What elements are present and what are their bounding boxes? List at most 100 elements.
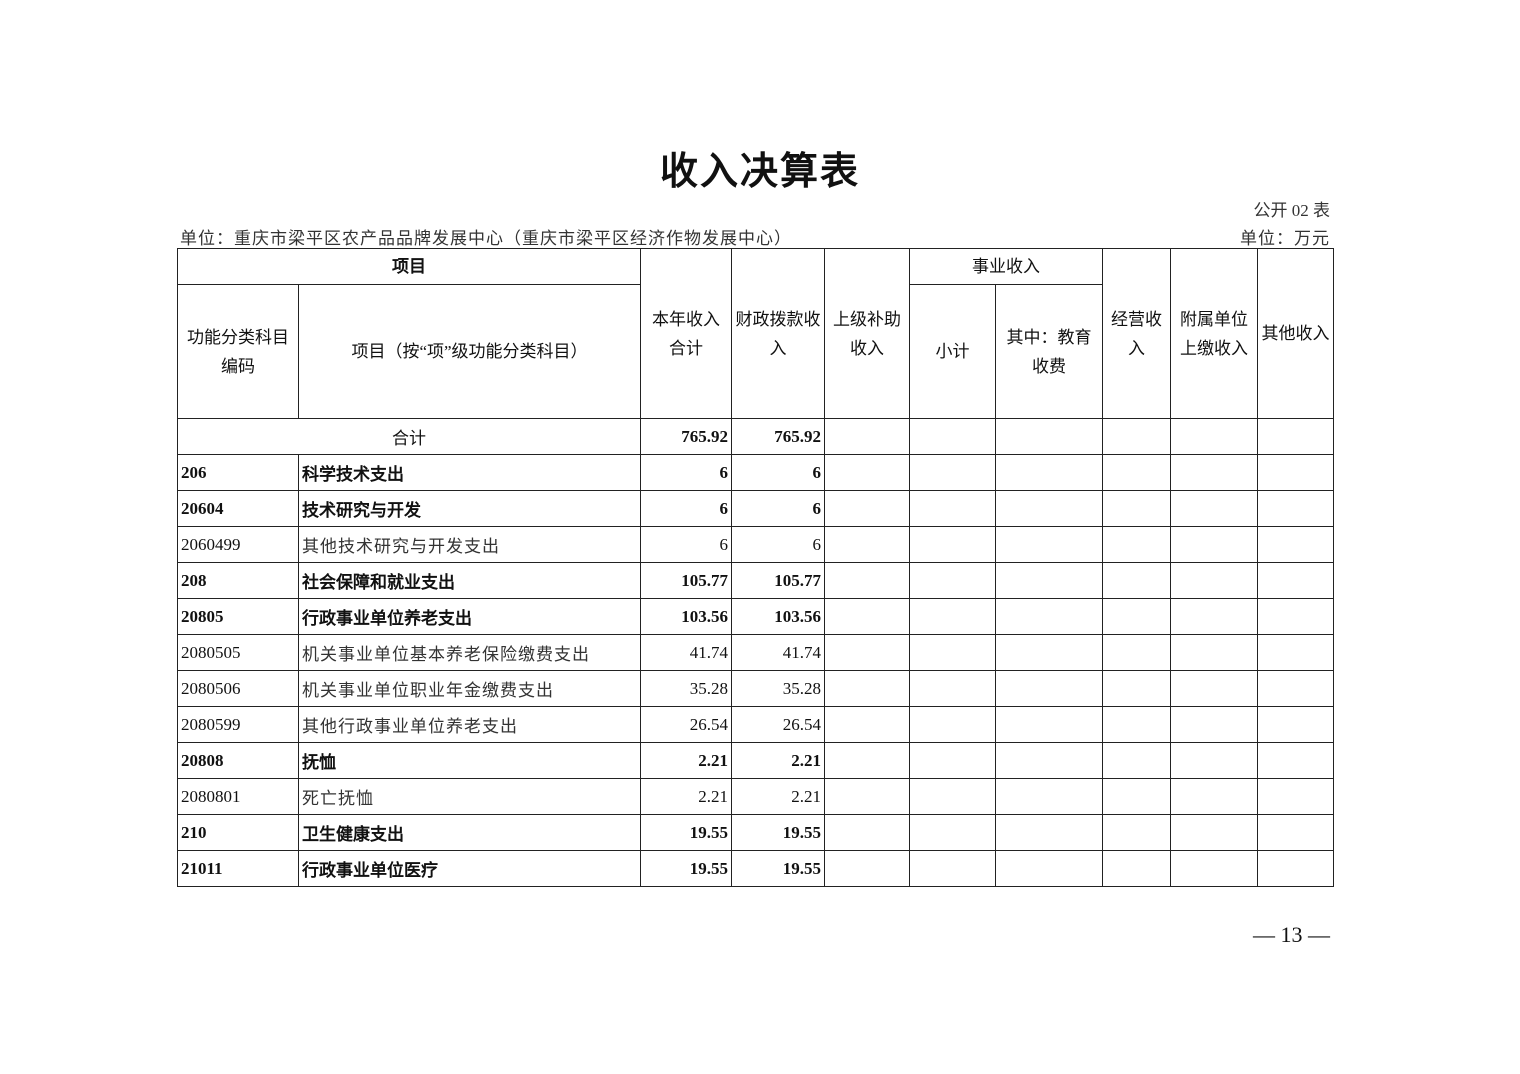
- cell-fiscal: 2.21: [731, 778, 825, 815]
- cell-empty: [824, 526, 910, 563]
- cell-total: 6: [640, 490, 732, 527]
- cell-total: 6: [640, 526, 732, 563]
- cell-empty: [909, 670, 996, 707]
- cell-empty: [824, 706, 910, 743]
- cell-empty: [1102, 454, 1171, 491]
- table-row: 210 卫生健康支出 19.55 19.55: [177, 814, 1334, 851]
- cell-fiscal: 6: [731, 454, 825, 491]
- cell-empty: [995, 526, 1103, 563]
- cell-empty: [1170, 562, 1258, 599]
- cell-empty: [995, 598, 1103, 635]
- cell-empty: [824, 850, 910, 887]
- table-row: 20604 技术研究与开发 6 6: [177, 490, 1334, 527]
- cell-empty: [1257, 814, 1334, 851]
- cell-code: 2080506: [177, 670, 299, 707]
- cell-name: 死亡抚恤: [298, 778, 641, 815]
- cell-code: 2080599: [177, 706, 299, 743]
- cell-empty: [995, 778, 1103, 815]
- cell-empty: [824, 562, 910, 599]
- cell-empty: [909, 490, 996, 527]
- document-title: 收入决算表: [659, 151, 860, 193]
- total-income: 765.92: [640, 418, 732, 455]
- cell-fiscal: 6: [731, 490, 825, 527]
- cell-total: 2.21: [640, 742, 732, 779]
- cell-total: 35.28: [640, 670, 732, 707]
- cell-empty: [995, 742, 1103, 779]
- cell-fiscal: 105.77: [731, 562, 825, 599]
- form-number: 公开 02 表: [1253, 201, 1331, 220]
- cell-empty: [909, 562, 996, 599]
- cell-fiscal: 35.28: [731, 670, 825, 707]
- cell-empty: [1257, 670, 1334, 707]
- cell-empty: [1257, 706, 1334, 743]
- cell-empty: [1170, 670, 1258, 707]
- cell-name: 行政事业单位养老支出: [298, 598, 641, 635]
- total-row: 合计 765.92 765.92: [177, 418, 1334, 455]
- cell-empty: [995, 634, 1103, 671]
- cell-code: 206: [177, 454, 299, 491]
- cell-empty: [824, 598, 910, 635]
- cell-empty: [909, 814, 996, 851]
- header-education: 其中：教育收费: [995, 284, 1103, 419]
- cell-total: 26.54: [640, 706, 732, 743]
- cell-name: 机关事业单位基本养老保险缴费支出: [298, 634, 641, 671]
- cell-empty: [995, 706, 1103, 743]
- cell-empty: [1170, 526, 1258, 563]
- cell-fiscal: 6: [731, 526, 825, 563]
- cell-empty: [824, 742, 910, 779]
- cell-empty: [1257, 562, 1334, 599]
- total-fiscal: 765.92: [731, 418, 825, 455]
- header-total: 本年收入合计: [640, 248, 732, 419]
- cell-total: 41.74: [640, 634, 732, 671]
- cell-empty: [1170, 598, 1258, 635]
- cell-total: 2.21: [640, 778, 732, 815]
- cell-empty: [1170, 490, 1258, 527]
- cell-fiscal: 2.21: [731, 742, 825, 779]
- cell-empty: [909, 778, 996, 815]
- cell-name: 卫生健康支出: [298, 814, 641, 851]
- cell-empty: [1170, 742, 1258, 779]
- cell-empty: [1257, 526, 1334, 563]
- cell-empty: [909, 634, 996, 671]
- unit-organization: 单位：重庆市梁平区农产品品牌发展中心（重庆市梁平区经济作物发展中心）: [180, 229, 792, 248]
- cell-name: 机关事业单位职业年金缴费支出: [298, 670, 641, 707]
- cell-code: 21011: [177, 850, 299, 887]
- table-row: 206 科学技术支出 6 6: [177, 454, 1334, 491]
- cell-empty: [824, 634, 910, 671]
- header-operating: 经营收入: [1102, 248, 1171, 419]
- cell-empty: [909, 454, 996, 491]
- cell-empty: [909, 598, 996, 635]
- cell-empty: [1102, 598, 1171, 635]
- cell-code: 20805: [177, 598, 299, 635]
- cell-empty: [1170, 706, 1258, 743]
- header-subtotal: 小计: [909, 284, 996, 419]
- cell-empty: [824, 814, 910, 851]
- header-name: 项目（按“项”级功能分类科目）: [298, 284, 641, 419]
- header-code: 功能分类科目编码: [177, 284, 299, 419]
- cell-empty: [1170, 814, 1258, 851]
- cell-name: 抚恤: [298, 742, 641, 779]
- cell-code: 20604: [177, 490, 299, 527]
- cell-name: 科学技术支出: [298, 454, 641, 491]
- unit-currency: 单位：万元: [1240, 229, 1330, 248]
- cell-empty: [1170, 850, 1258, 887]
- header-fiscal: 财政拨款收入: [731, 248, 825, 419]
- table-row: 20808 抚恤 2.21 2.21: [177, 742, 1334, 779]
- cell-empty: [1102, 814, 1171, 851]
- cell-empty: [1102, 706, 1171, 743]
- cell-empty: [1102, 850, 1171, 887]
- cell-total: 103.56: [640, 598, 732, 635]
- cell-empty: [1102, 562, 1171, 599]
- cell-total: 6: [640, 454, 732, 491]
- cell-code: 20808: [177, 742, 299, 779]
- table-row: 208 社会保障和就业支出 105.77 105.77: [177, 562, 1334, 599]
- cell-fiscal: 19.55: [731, 850, 825, 887]
- cell-empty: [1257, 778, 1334, 815]
- cell-name: 技术研究与开发: [298, 490, 641, 527]
- cell-empty: [824, 670, 910, 707]
- table-row: 2080506 机关事业单位职业年金缴费支出 35.28 35.28: [177, 670, 1334, 707]
- cell-empty: [1102, 490, 1171, 527]
- income-table: 项目 本年收入合计 财政拨款收入 上级补助收入 事业收入 经营收入 附属单位上缴…: [177, 248, 1334, 887]
- cell-empty: [995, 670, 1103, 707]
- cell-total: 19.55: [640, 850, 732, 887]
